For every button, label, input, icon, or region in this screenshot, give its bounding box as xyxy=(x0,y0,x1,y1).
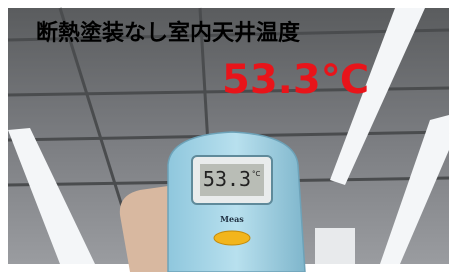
button-label: Meas xyxy=(220,214,244,224)
overlay-temperature: 53.3℃ xyxy=(222,57,369,103)
screenshot: 53.3 °C Meas 断熱塗装なし室内天井温度 53.3℃ xyxy=(0,0,457,272)
lcd-unit: °C xyxy=(252,170,261,178)
overlay-title: 断熱塗装なし室内天井温度 xyxy=(36,20,301,46)
photo: 53.3 °C Meas 断熱塗装なし室内天井温度 53.3℃ xyxy=(0,0,457,272)
meas-button xyxy=(214,231,250,245)
lcd-reading: 53.3 xyxy=(203,167,251,191)
